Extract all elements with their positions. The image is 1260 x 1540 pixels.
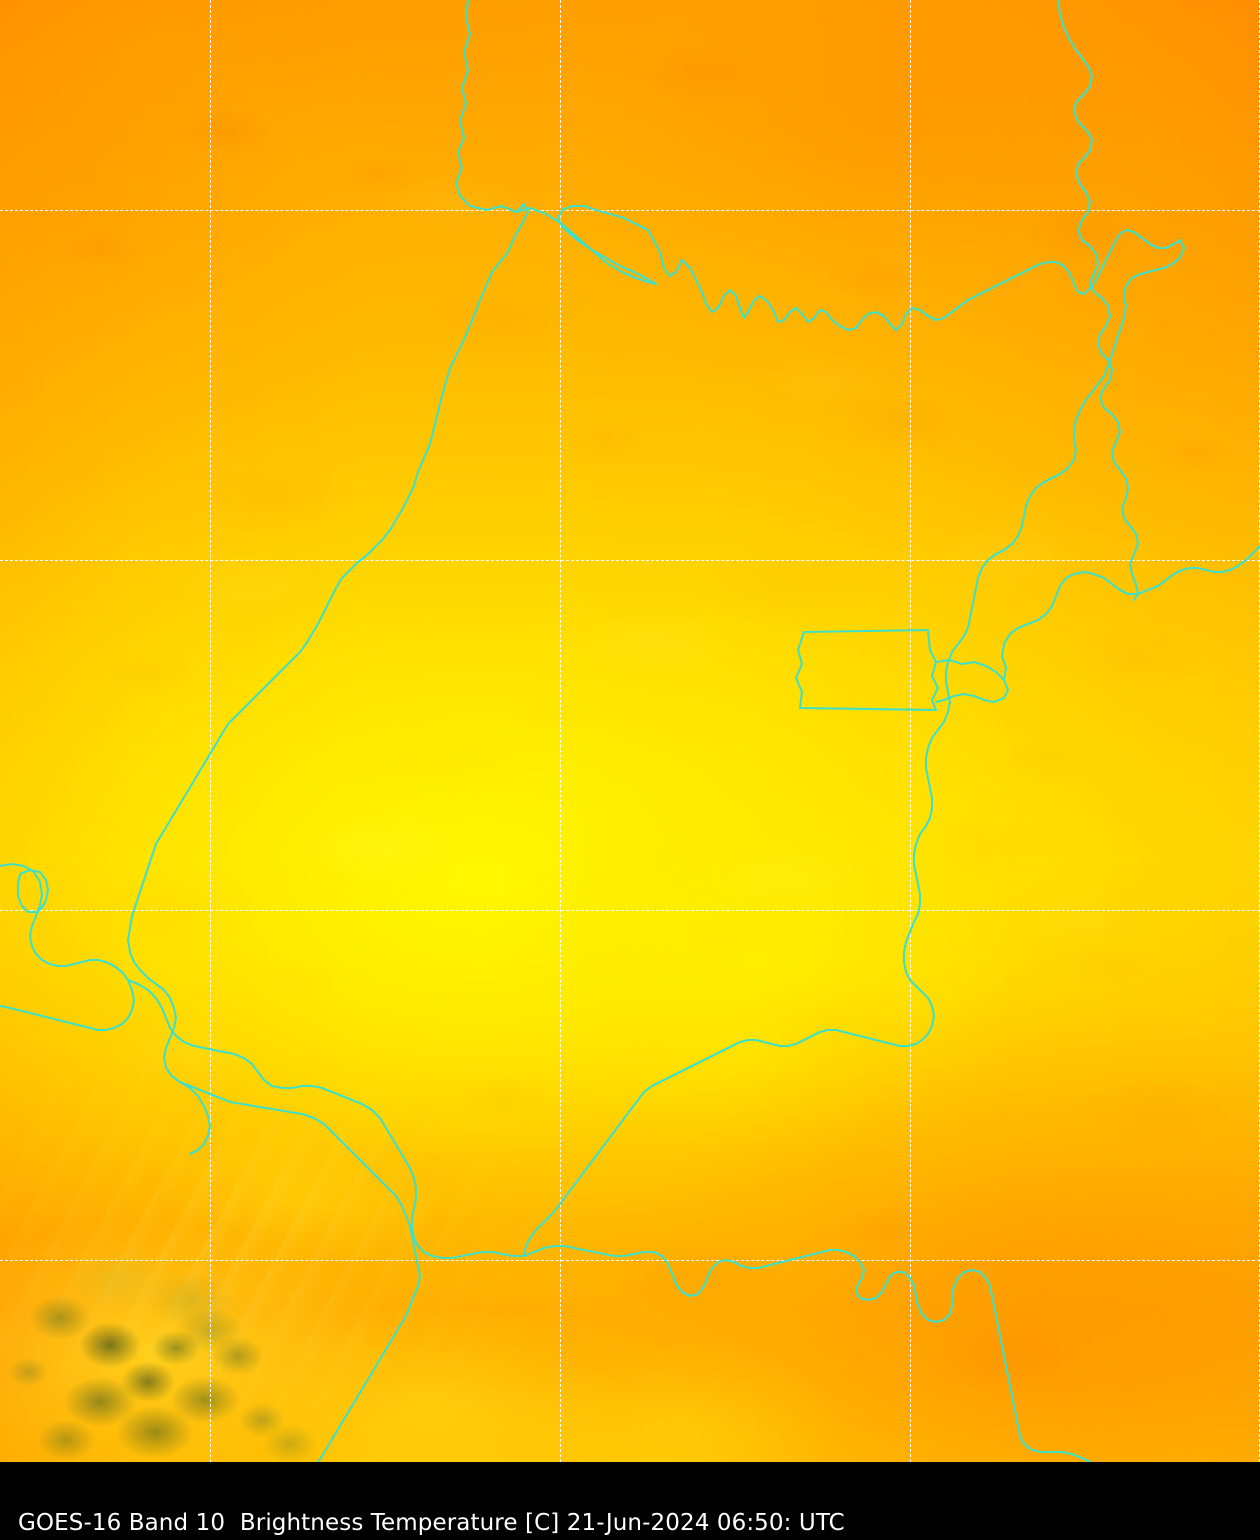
state-boundary-north-east-segment [514,204,1186,332]
map-viewport[interactable] [0,0,1260,1462]
state-boundary-missouri-north [126,978,524,1260]
state-boundary-south [522,1244,1092,1462]
lake-shoreline-west [0,862,136,1032]
state-boundary-boxed-north-link [1000,570,1138,682]
river-boundary-mississippi [522,304,1128,1258]
river-boundary-northeast [1056,0,1140,602]
river-spur-west [178,1080,212,1156]
state-boundary-boxed-region [794,628,940,712]
boundary-overlay [0,0,1260,1462]
state-boundary-river-west [126,0,530,1462]
lake-island-west [16,868,50,914]
river-boundary-east [1136,544,1260,596]
caption-bar [0,1462,1260,1540]
caption-text: GOES-16 Band 10 Brightness Temperature [… [18,1510,845,1536]
state-boundary-boxed-east-extension [934,658,1010,704]
